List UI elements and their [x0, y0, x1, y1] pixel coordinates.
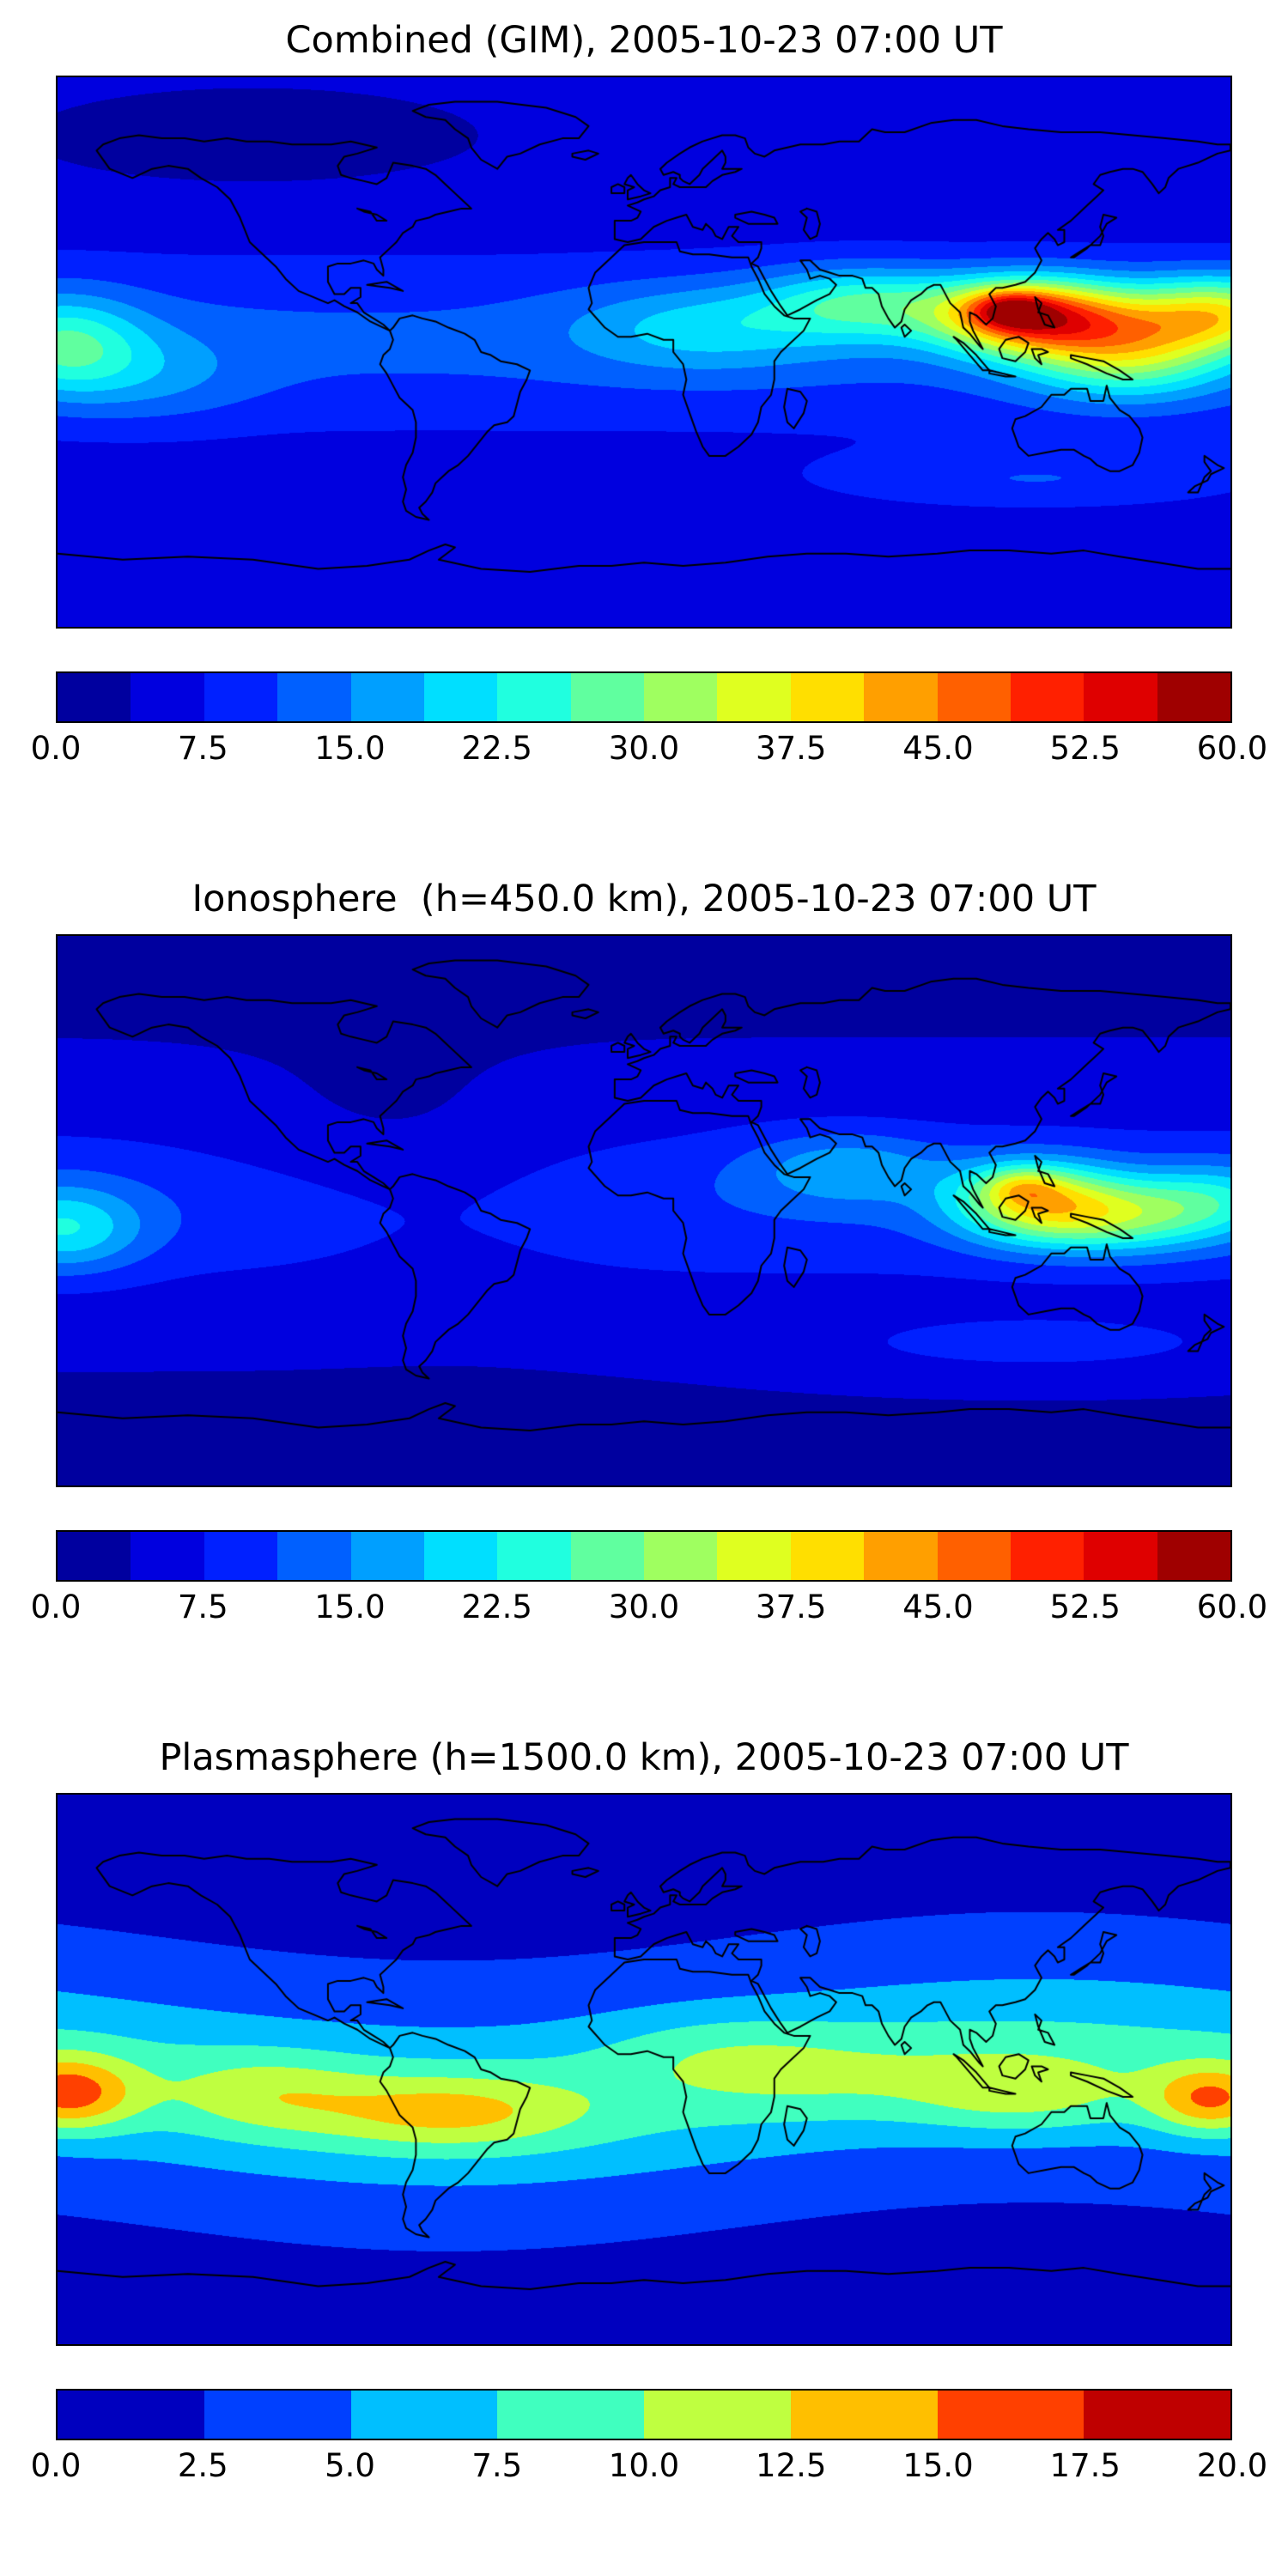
colorbar-segment [864, 1531, 938, 1580]
panel-combined-gim: Combined (GIM), 2005-10-23 07:00 UT 0.0 7… [0, 0, 1288, 859]
colorbar-segment [497, 2390, 644, 2439]
colorbar-ticks-ionosphere: 0.0 7.5 15.0 22.5 30.0 37.5 45.0 52.5 60.0 [31, 1588, 1268, 1630]
colorbar-segment [1010, 1531, 1084, 1580]
colorbar-segment [204, 672, 278, 721]
colorbar-segment [350, 1531, 424, 1580]
colorbar-tick-label: 22.5 [461, 1588, 532, 1625]
colorbar-segment [497, 1531, 571, 1580]
colorbar-tick-label: 45.0 [902, 1588, 974, 1625]
colorbar-tick-label: 0.0 [30, 1588, 82, 1625]
colorbar-tick-label: 17.5 [1049, 2446, 1121, 2484]
colorbar-segment [1084, 1531, 1157, 1580]
world-tec-map-combined [56, 75, 1232, 629]
colorbar-tick-label: 7.5 [471, 2446, 523, 2484]
colorbar-segment [277, 672, 351, 721]
colorbar-ticks-plasmasphere: 0.0 2.5 5.0 7.5 10.0 12.5 15.0 17.5 20.0 [31, 2446, 1268, 2488]
colorbar-tick-label: 60.0 [1196, 1588, 1268, 1625]
colorbar-tick-label: 15.0 [314, 1588, 386, 1625]
colorbar-segment [790, 2390, 938, 2439]
colorbar-tick-label: 22.5 [461, 729, 532, 767]
colorbar-segment [58, 2390, 204, 2439]
colorbar-segment [58, 672, 131, 721]
colorbar-tick-label: 2.5 [177, 2446, 228, 2484]
colorbar-segment [58, 1531, 131, 1580]
colorbar-segment [204, 1531, 278, 1580]
colorbar-tick-label: 30.0 [608, 1588, 680, 1625]
colorbar-tick-label: 15.0 [314, 729, 386, 767]
colorbar-tick-label: 5.0 [325, 2446, 375, 2484]
colorbar-segment [1010, 672, 1084, 721]
colorbar-segment [937, 2390, 1084, 2439]
colorbar-segment [570, 672, 644, 721]
colorbar-tick-label: 45.0 [902, 729, 974, 767]
colorbar-segment [937, 1531, 1011, 1580]
colorbar-segment [423, 672, 498, 721]
colorbar-tick-label: 60.0 [1196, 729, 1268, 767]
colorbar-tick-label: 7.5 [177, 729, 228, 767]
colorbar-segment [131, 672, 204, 721]
colorbar-segment [937, 672, 1011, 721]
colorbar-tick-label: 0.0 [30, 729, 82, 767]
colorbar-tick-label: 12.5 [756, 2446, 827, 2484]
colorbar-segment [1084, 672, 1157, 721]
colorbar-tick-label: 0.0 [30, 2446, 82, 2484]
colorbar-segment [570, 1531, 644, 1580]
map-title-combined: Combined (GIM), 2005-10-23 07:00 UT [285, 19, 1003, 62]
colorbar-tick-label: 37.5 [756, 729, 827, 767]
colorbar-segment [350, 672, 424, 721]
world-tec-map-ionosphere [56, 933, 1232, 1487]
panel-plasmasphere: Plasmasphere (h=1500.0 km), 2005-10-23 0… [0, 1717, 1288, 2576]
colorbar-segment [644, 1531, 718, 1580]
colorbar-segment [717, 1531, 791, 1580]
panel-ionosphere: Ionosphere (h=450.0 km), 2005-10-23 07:0… [0, 859, 1288, 1717]
colorbar-segment [644, 2390, 791, 2439]
map-title-plasmasphere: Plasmasphere (h=1500.0 km), 2005-10-23 0… [159, 1736, 1129, 1779]
colorbar-tick-label: 52.5 [1049, 1588, 1121, 1625]
colorbar-tick-label: 52.5 [1049, 729, 1121, 767]
colorbar-ticks-combined: 0.0 7.5 15.0 22.5 30.0 37.5 45.0 52.5 60.0 [31, 729, 1268, 771]
colorbar-segment [864, 672, 938, 721]
colorbar-segment [790, 1531, 865, 1580]
colorbar-segment [423, 1531, 498, 1580]
colorbar-combined [56, 671, 1232, 723]
colorbar-segment [790, 672, 865, 721]
colorbar-segment [497, 672, 571, 721]
colorbar-tick-label: 37.5 [756, 1588, 827, 1625]
colorbar-tick-label: 15.0 [902, 2446, 974, 2484]
colorbar-tick-label: 30.0 [608, 729, 680, 767]
colorbar-segment [350, 2390, 498, 2439]
colorbar-ionosphere [56, 1529, 1232, 1582]
colorbar-segment [204, 2390, 351, 2439]
colorbar-segment [644, 672, 718, 721]
colorbar-segment [717, 672, 791, 721]
map-title-ionosphere: Ionosphere (h=450.0 km), 2005-10-23 07:0… [191, 878, 1097, 920]
colorbar-segment [1084, 2390, 1230, 2439]
colorbar-segment [277, 1531, 351, 1580]
colorbar-segment [1157, 1531, 1230, 1580]
colorbar-plasmasphere [56, 2388, 1232, 2440]
colorbar-tick-label: 20.0 [1196, 2446, 1268, 2484]
colorbar-segment [1157, 672, 1230, 721]
colorbar-segment [131, 1531, 204, 1580]
colorbar-tick-label: 7.5 [177, 1588, 228, 1625]
colorbar-tick-label: 10.0 [608, 2446, 680, 2484]
world-tec-map-plasmasphere [56, 1792, 1232, 2346]
